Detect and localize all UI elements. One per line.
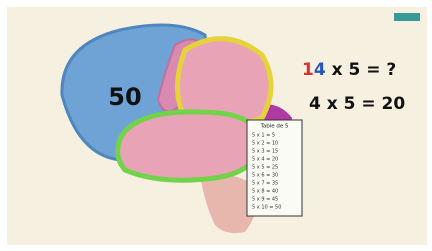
table-row: 5 x 3 = 15: [252, 149, 278, 155]
table-row: 5 x 8 = 40: [252, 189, 278, 195]
answer: 4 x 5 = 20: [309, 94, 405, 114]
table-row: 5 x 10 = 50: [252, 205, 281, 211]
table-row: 5 x 7 = 35: [252, 181, 278, 187]
logo: [394, 13, 420, 21]
table-row: 5 x 2 = 10: [252, 141, 278, 147]
temporal-lobe: [118, 112, 262, 180]
table-row: 5 x 5 = 25: [252, 165, 278, 171]
table-row: 5 x 4 = 20: [252, 157, 278, 163]
question-digit-2: 4: [314, 60, 326, 80]
times-table: Table de 5 5 x 1 = 5 5 x 2 = 10 5 x 3 = 15…: [247, 120, 302, 216]
video-frame: 50 14 x 5 = ? 4 x 5 = 20 Table de 5 5 x …: [0, 0, 432, 251]
table-row: 5 x 9 = 45: [252, 197, 278, 203]
table-row: 5 x 6 = 30: [252, 173, 278, 179]
question-rest: x 5 = ?: [326, 60, 397, 80]
question: 14 x 5 = ?: [302, 60, 396, 80]
table-row: 5 x 1 = 5: [252, 133, 275, 139]
question-digit-1: 1: [302, 60, 314, 80]
table-title: Table de 5: [259, 124, 289, 130]
brain-number: 50: [108, 83, 141, 111]
